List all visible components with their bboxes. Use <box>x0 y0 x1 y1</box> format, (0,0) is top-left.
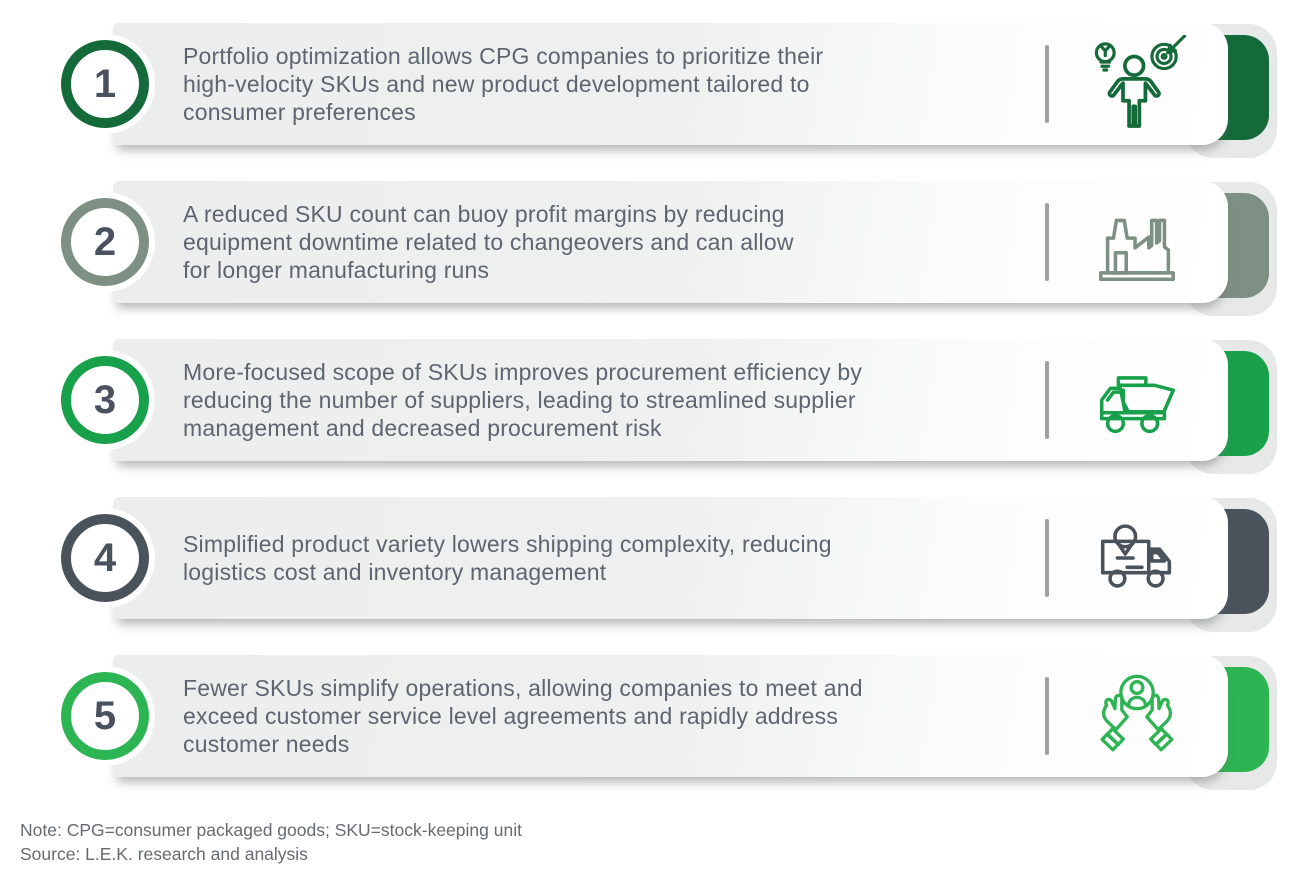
step-number: 1 <box>93 61 117 106</box>
benefit-row-4: Simplified product variety lowers shippi… <box>0 497 1300 632</box>
vertical-divider <box>1045 677 1049 755</box>
benefit-card: Simplified product variety lowers shippi… <box>113 497 1228 619</box>
vertical-divider <box>1045 361 1049 439</box>
text-line: consumer preferences <box>183 99 416 125</box>
dump-truck-icon <box>1079 348 1195 452</box>
step-number-badge: 3 <box>61 356 149 444</box>
text-line: Fewer SKUs simplify operations, allowing… <box>183 675 863 701</box>
text-line: logistics cost and inventory management <box>183 559 607 585</box>
step-number-badge: 5 <box>61 672 149 760</box>
text-line: More-focused scope of SKUs improves proc… <box>183 359 863 385</box>
text-line: management and decreased procurement ris… <box>183 415 662 441</box>
delivery-truck-pin-icon <box>1079 506 1195 610</box>
step-number-badge: 1 <box>61 40 149 128</box>
step-number-badge: 2 <box>61 198 149 286</box>
note-line: Note: CPG=consumer packaged goods; SKU=s… <box>20 820 522 840</box>
text-line: reducing the number of suppliers, leadin… <box>183 387 856 413</box>
benefit-text: Simplified product variety lowers shippi… <box>183 530 832 586</box>
text-line: Portfolio optimization allows CPG compan… <box>183 43 824 69</box>
benefit-row-5: Fewer SKUs simplify operations, allowing… <box>0 655 1300 790</box>
vertical-divider <box>1045 519 1049 597</box>
benefit-row-2: A reduced SKU count can buoy profit marg… <box>0 181 1300 316</box>
vertical-divider <box>1045 45 1049 123</box>
benefit-card: Portfolio optimization allows CPG compan… <box>113 23 1228 145</box>
benefit-text: Portfolio optimization allows CPG compan… <box>183 42 823 126</box>
benefit-text: A reduced SKU count can buoy profit marg… <box>183 200 794 284</box>
text-line: A reduced SKU count can buoy profit marg… <box>183 201 785 227</box>
step-number: 5 <box>93 693 117 738</box>
text-line: high-velocity SKUs and new product devel… <box>183 71 810 97</box>
idea-target-person-icon <box>1079 32 1195 136</box>
step-number: 3 <box>93 377 117 422</box>
benefit-text: Fewer SKUs simplify operations, allowing… <box>183 674 863 758</box>
source-line: Source: L.E.K. research and analysis <box>20 844 308 864</box>
benefit-card: Fewer SKUs simplify operations, allowing… <box>113 655 1228 777</box>
benefit-row-1: Portfolio optimization allows CPG compan… <box>0 23 1300 158</box>
text-line: exceed customer service level agreements… <box>183 703 839 729</box>
step-number: 4 <box>93 535 117 580</box>
benefits-list: Portfolio optimization allows CPG compan… <box>0 23 1300 813</box>
step-number-badge: 4 <box>61 514 149 602</box>
text-line: for longer manufacturing runs <box>183 257 490 283</box>
benefit-card: A reduced SKU count can buoy profit marg… <box>113 181 1228 303</box>
benefit-row-3: More-focused scope of SKUs improves proc… <box>0 339 1300 474</box>
hands-customer-icon <box>1079 664 1195 768</box>
step-number: 2 <box>93 219 117 264</box>
text-line: Simplified product variety lowers shippi… <box>183 531 832 557</box>
benefit-text: More-focused scope of SKUs improves proc… <box>183 358 862 442</box>
benefit-card: More-focused scope of SKUs improves proc… <box>113 339 1228 461</box>
text-line: equipment downtime related to changeover… <box>183 229 794 255</box>
text-line: customer needs <box>183 731 350 757</box>
vertical-divider <box>1045 203 1049 281</box>
footnotes: Note: CPG=consumer packaged goods; SKU=s… <box>20 818 522 866</box>
factory-icon <box>1079 190 1195 294</box>
